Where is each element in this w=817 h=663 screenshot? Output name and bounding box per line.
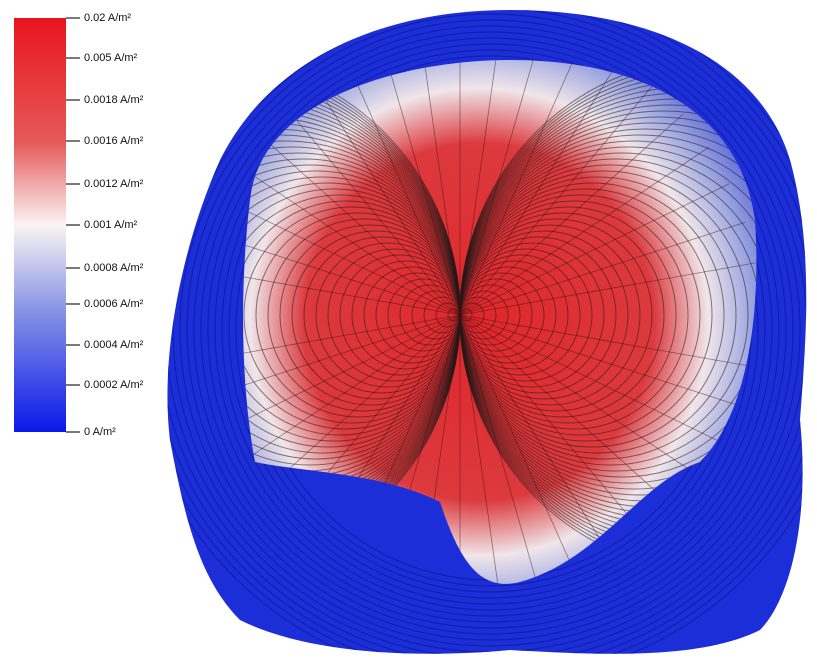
colorbar-ticks: 0.02 A/m² 0.005 A/m² 0.0018 A/m² 0.0016 A/m… <box>66 12 144 438</box>
colorbar-label: 0.001 A/m² <box>84 219 138 231</box>
colorbar-label: 0.0008 A/m² <box>84 262 144 274</box>
figure: 0.02 A/m² 0.005 A/m² 0.0018 A/m² 0.0016 A/m… <box>0 0 817 663</box>
colorbar-label: 0.005 A/m² <box>84 52 138 64</box>
colorbar-label: 0.0012 A/m² <box>84 178 144 190</box>
colorbar-label: 0.0004 A/m² <box>84 339 144 351</box>
colorbar-label: 0.0016 A/m² <box>84 135 144 147</box>
colorbar <box>14 18 66 432</box>
colorbar-label: 0.0018 A/m² <box>84 94 144 106</box>
colorbar-label: 0.0006 A/m² <box>84 298 144 310</box>
colorbar-label: 0 A/m² <box>84 426 116 438</box>
page: 0.02 A/m² 0.005 A/m² 0.0018 A/m² 0.0016 A/m… <box>0 0 817 663</box>
colorbar-label: 0.0002 A/m² <box>84 379 144 391</box>
colorbar-label: 0.02 A/m² <box>84 12 131 24</box>
